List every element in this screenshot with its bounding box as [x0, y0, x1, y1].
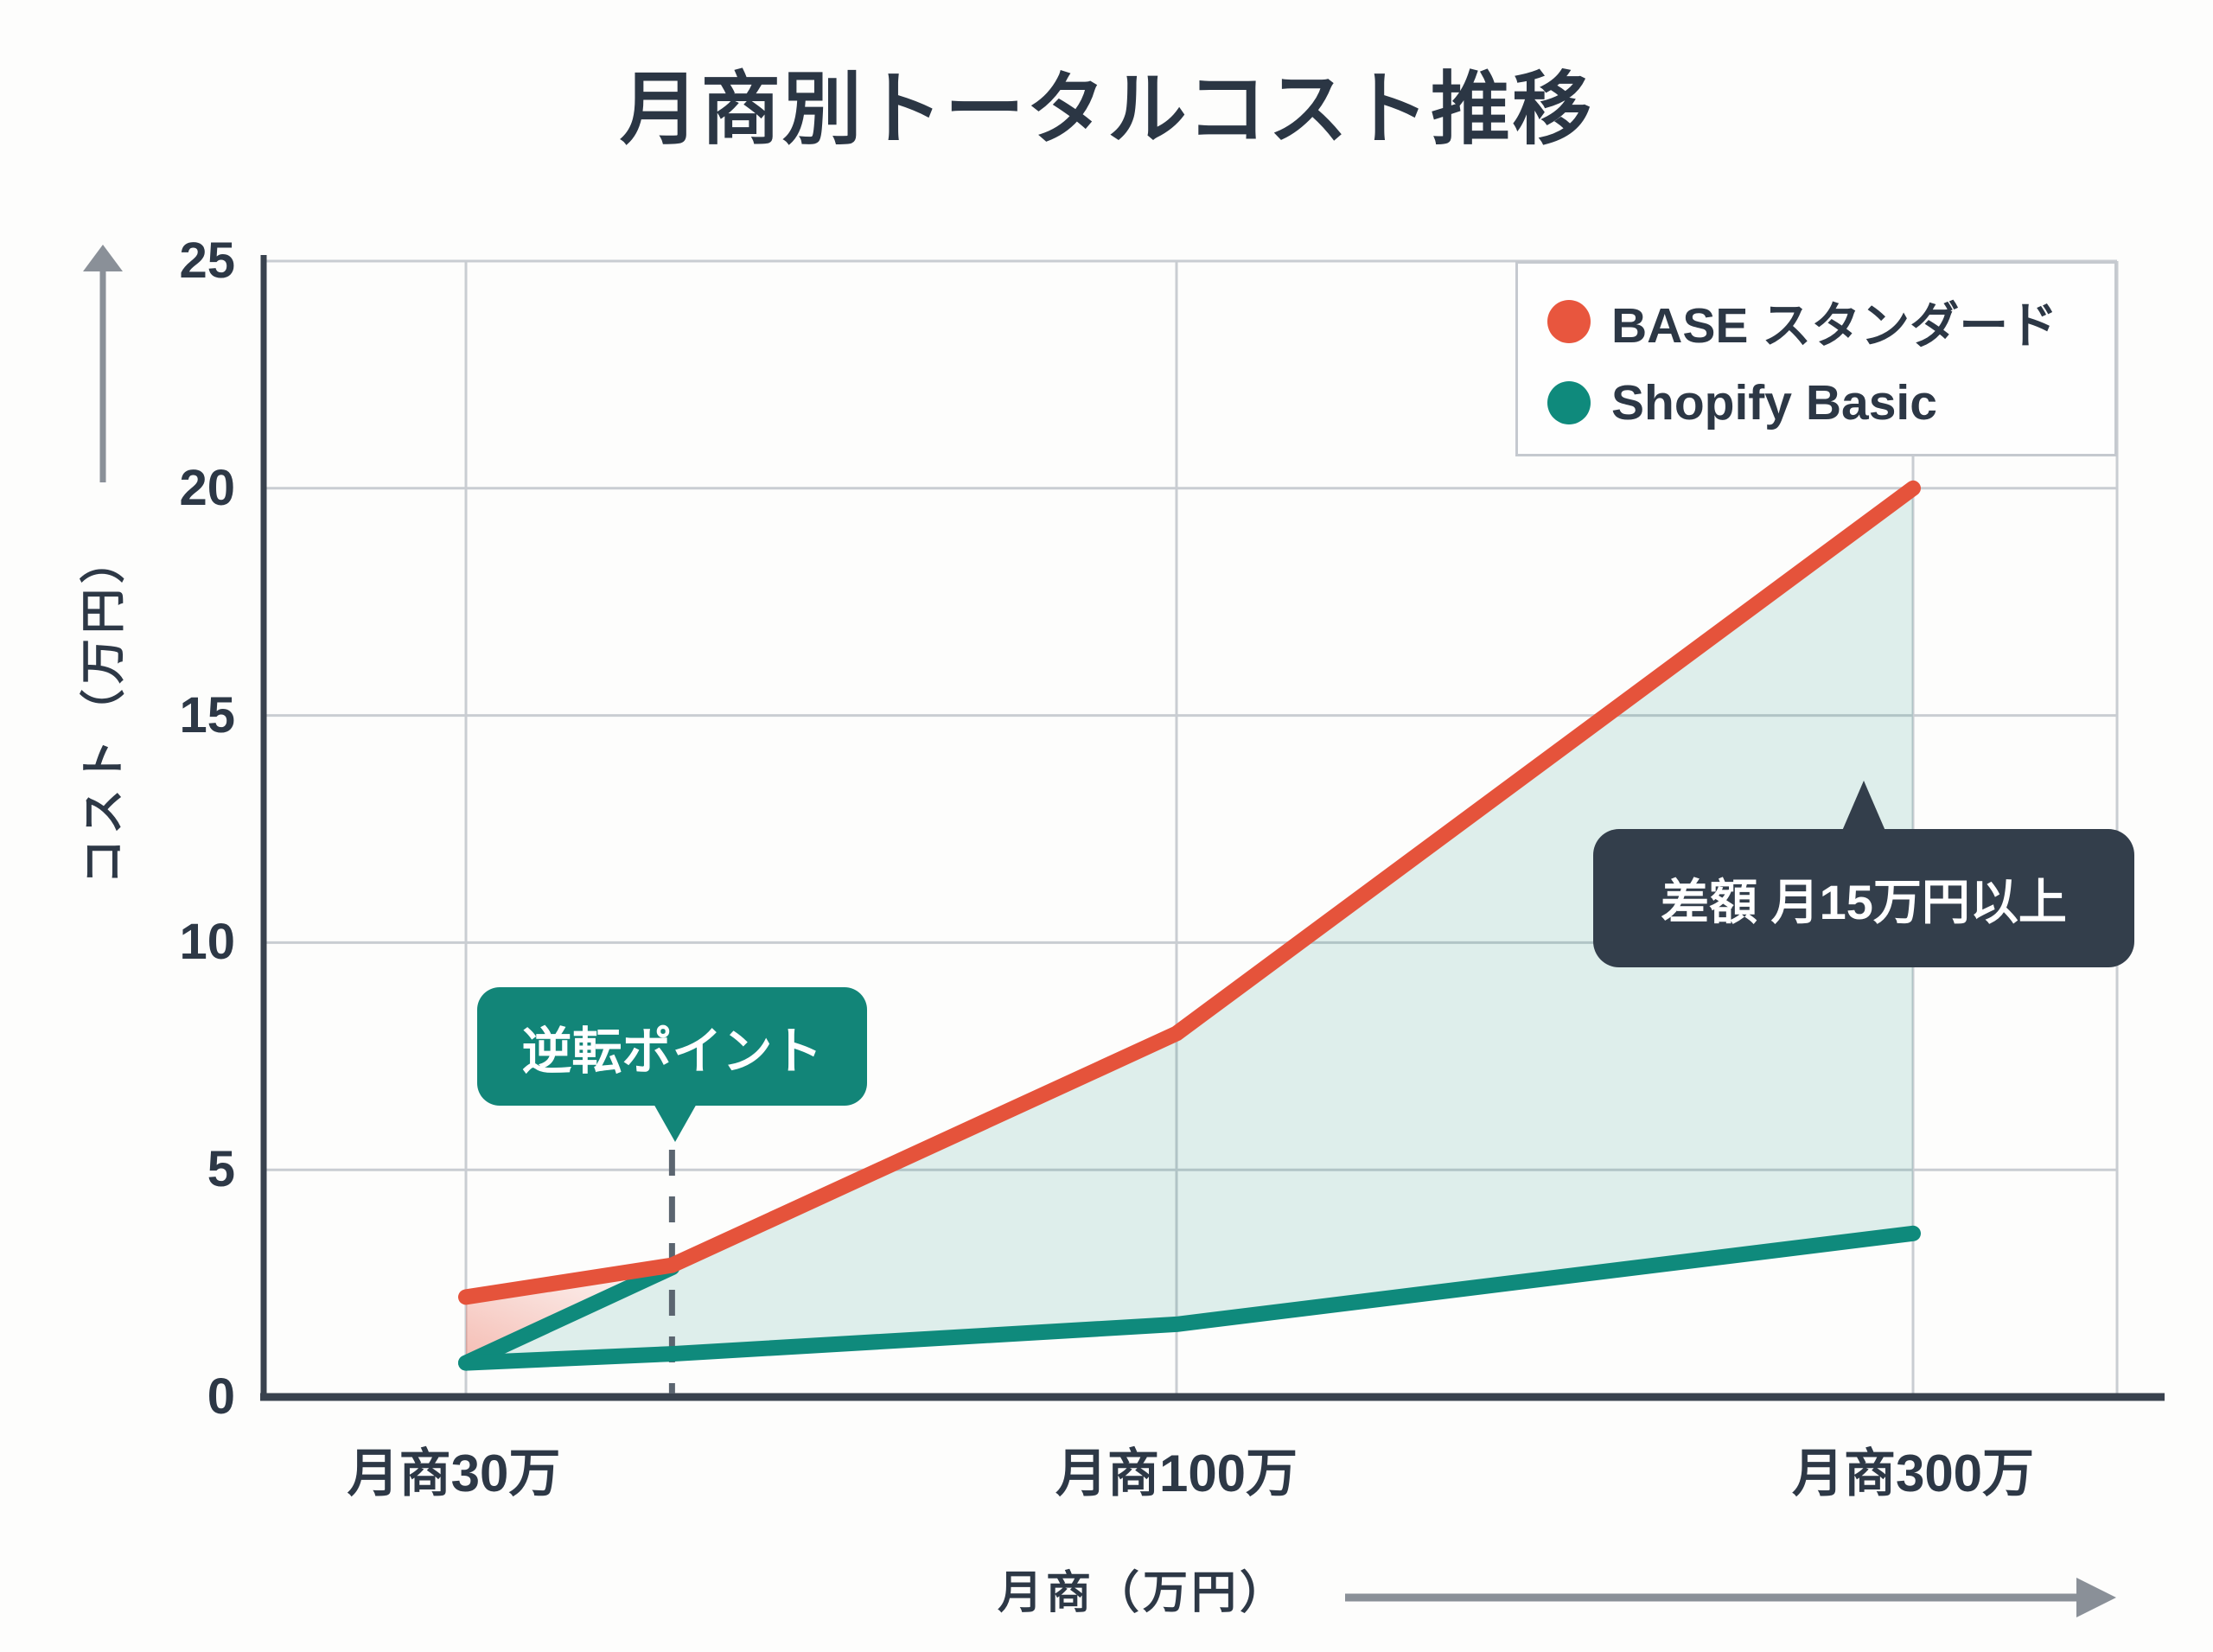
legend-item: Shopify Basic	[1547, 374, 2114, 431]
reversal-point-callout: 逆転ポイント	[477, 987, 867, 1142]
legend-dot-icon	[1547, 300, 1591, 343]
base-standard-line	[458, 480, 1921, 1305]
page-title: 月商別トータルコスト推移	[619, 66, 1594, 154]
shopify-basic-line	[458, 1225, 1921, 1371]
legend-item: BASE スタンダード	[1547, 286, 2114, 357]
reversal-point-label: 逆転ポイント	[521, 1023, 823, 1080]
y-tick-label: 10	[179, 914, 235, 971]
cost-difference-label: 差額 月15万円以上	[1661, 874, 2067, 929]
callout-tail-down-icon	[653, 1102, 698, 1142]
y-tick-label: 25	[179, 233, 235, 289]
cost-difference-area	[466, 488, 1913, 1363]
legend: BASE スタンダード Shopify Basic	[1515, 261, 2117, 456]
x-tick-label: 月商300万	[1791, 1445, 2035, 1502]
y-tick-label: 5	[207, 1141, 235, 1198]
axis-arrows	[83, 245, 2116, 1617]
legend-label: BASE スタンダード	[1611, 298, 2058, 354]
axes	[260, 255, 2165, 1401]
x-axis-arrow-icon	[1345, 1578, 2116, 1617]
legend-label: Shopify Basic	[1611, 375, 1937, 431]
y-tick-label: 20	[179, 459, 235, 516]
shopify-rise-line	[458, 1260, 680, 1371]
x-tick-label: 月商30万	[347, 1445, 561, 1502]
y-tick-label: 15	[179, 686, 235, 743]
x-tick-label: 月商100万	[1055, 1445, 1298, 1502]
gridlines	[264, 259, 2119, 1397]
legend-dot-icon	[1547, 381, 1591, 424]
x-axis-title: 月商（万円）	[997, 1568, 1289, 1618]
cost-difference-callout: 差額 月15万円以上	[1593, 781, 2134, 967]
callout-tail-up-icon	[1842, 781, 1885, 831]
y-axis-arrow-icon	[83, 245, 123, 482]
y-tick-label: 0	[207, 1368, 235, 1425]
data-series-lines	[458, 480, 1921, 1371]
